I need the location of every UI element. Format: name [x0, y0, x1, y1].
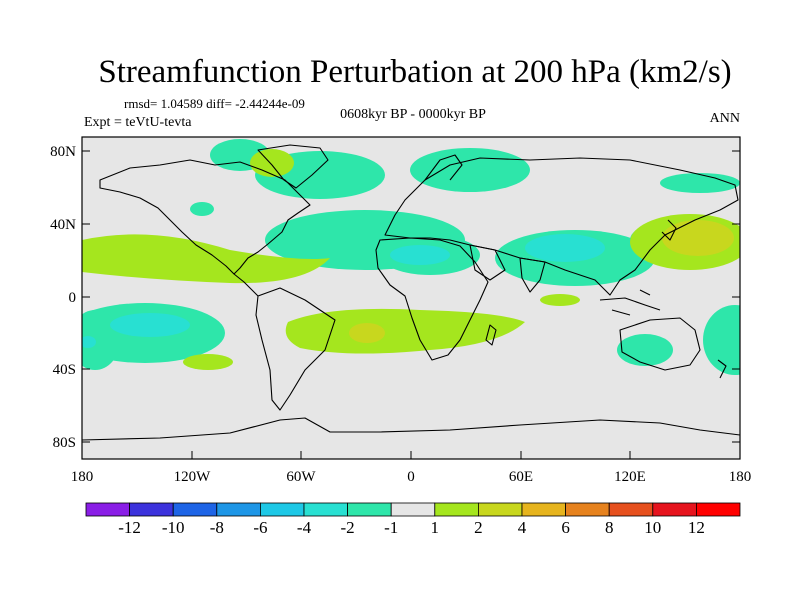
antarctica-coast	[82, 417, 740, 441]
lon-label: 0	[407, 469, 415, 485]
colorbar-label: 8	[605, 518, 614, 537]
africa-coast	[375, 237, 489, 361]
new-zealand-coast	[717, 359, 727, 379]
colorbar-swatch	[172, 502, 218, 517]
lon-tick-marks	[81, 451, 741, 459]
colorbar-swatch	[216, 502, 261, 517]
colorbar-swatch	[477, 502, 523, 517]
japan-coast	[661, 219, 677, 241]
experiment-label: Expt = teVtU-tevta	[84, 115, 192, 130]
north-america-coast	[99, 159, 311, 275]
colorbar-label: -12	[118, 518, 141, 537]
map-title: Streamfunction Perturbation at 200 hPa (…	[98, 54, 731, 90]
madagascar-coast	[485, 324, 497, 346]
colorbar-label: -4	[297, 518, 312, 537]
colorbar-label: -1	[384, 518, 398, 537]
lat-label: 40N	[50, 217, 76, 233]
lat-labels: 80N 40N 0 40S 80S	[50, 144, 76, 451]
positive-anomaly-cores	[349, 220, 734, 343]
colorbar-label: -10	[162, 518, 185, 537]
period-label: 0608kyr BP - 0000kyr BP	[340, 107, 486, 122]
australia-coast	[619, 317, 701, 371]
colorbar-swatch	[85, 502, 130, 517]
scandinavia-coast	[424, 154, 463, 181]
colorbar-swatch	[565, 502, 610, 517]
colorbar-swatch	[390, 502, 436, 517]
stats-line: rmsd= 1.04589 diff= -2.44244e-09	[124, 96, 305, 111]
lat-label: 80N	[50, 144, 76, 160]
lon-label: 60E	[509, 469, 533, 485]
lon-label: 120E	[614, 469, 646, 485]
colorbar-swatch	[303, 502, 348, 517]
greenland-coast	[257, 144, 329, 189]
colorbar-swatch	[652, 502, 697, 517]
lat-tick-marks	[82, 150, 740, 443]
map-panel: 80N 40N 0 40S 80S 180 120W 60W 0 60E 120…	[50, 136, 752, 485]
colorbar-swatch	[129, 502, 174, 517]
lon-labels: 180 120W 60W 0 60E 120E 180	[71, 469, 752, 485]
lon-label: 120W	[174, 469, 212, 485]
lon-label: 180	[71, 469, 94, 485]
colorbar-label: 4	[518, 518, 527, 537]
colorbar-label: 2	[474, 518, 483, 537]
lat-label: 0	[69, 290, 77, 306]
colorbar-label: 12	[688, 518, 705, 537]
colorbar-swatch	[608, 502, 654, 517]
colorbar-swatch	[696, 502, 741, 517]
season-label: ANN	[710, 111, 740, 126]
arabia-coast	[469, 244, 506, 281]
colorbar-label: -6	[253, 518, 267, 537]
colorbar-swatch	[347, 502, 392, 517]
lon-label: 180	[729, 469, 752, 485]
india-coast	[519, 257, 546, 293]
central-america-coast	[233, 273, 259, 297]
lat-label: 40S	[53, 362, 76, 378]
lat-label: 80S	[53, 435, 76, 451]
colorbar-label: 10	[644, 518, 661, 537]
colorbar-label: -2	[341, 518, 355, 537]
negative-anomaly-cores	[82, 234, 605, 348]
south-america-coast	[255, 287, 336, 411]
colorbar-label: 1	[431, 518, 440, 537]
colorbar-label: 6	[561, 518, 570, 537]
maritime-continent-coast	[599, 289, 661, 316]
colorbar-swatch	[521, 502, 566, 517]
colorbar-swatch	[434, 502, 479, 517]
contour-fill	[82, 139, 740, 375]
colorbar: -12 -10 -8 -6 -4 -2 -1 1 2 4 6 8 10 12	[85, 502, 741, 537]
colorbar-swatch	[259, 502, 305, 517]
lon-label: 60W	[286, 469, 316, 485]
coastlines	[82, 144, 740, 441]
colorbar-label: -8	[210, 518, 224, 537]
map-background	[82, 137, 740, 459]
